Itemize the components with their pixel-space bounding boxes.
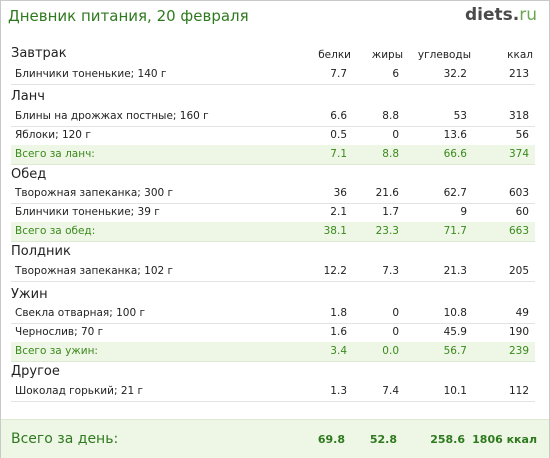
food-row: Чернослив; 70 г 1.6 0 45.9 190 (11, 323, 535, 343)
fat-value: 1.7 (382, 206, 399, 218)
fat-value: 7.4 (382, 385, 399, 397)
kcal-value: 239 (508, 345, 529, 357)
day-fat-value: 52.8 (369, 433, 397, 446)
logo-dot: . (512, 5, 520, 25)
meal-title: Обед (11, 167, 47, 182)
protein-value: 2.1 (330, 206, 347, 218)
day-total-row: Всего за день: 69.8 52.8 258.6 1806 ккал (1, 419, 549, 458)
carbs-value: 66.6 (443, 148, 467, 160)
protein-value: 7.1 (330, 148, 347, 160)
kcal-value: 112 (508, 385, 529, 397)
meal-title: Полдник (11, 244, 71, 259)
carbs-value: 10.1 (443, 385, 467, 397)
food-row: Творожная запеканка; 102 г 12.2 7.3 21.3… (11, 262, 535, 282)
day-protein-value: 69.8 (317, 433, 345, 446)
kcal-value: 49 (515, 307, 529, 319)
protein-value: 3.4 (330, 345, 347, 357)
column-kcal: ккал (507, 49, 533, 61)
fat-value: 23.3 (375, 225, 399, 237)
total-label: Всего за ужин: (15, 345, 98, 357)
day-carbs-value: 258.6 (430, 433, 465, 446)
column-fat: жиры (371, 49, 403, 61)
carbs-value: 56.7 (443, 345, 467, 357)
carbs-value: 62.7 (443, 187, 467, 199)
fat-value: 7.3 (382, 265, 399, 277)
meal-total-row: Всего за обед: 38.1 23.3 71.7 663 (11, 222, 535, 242)
kcal-value: 60 (515, 206, 529, 218)
logo-tld: ru (519, 5, 537, 25)
protein-value: 12.2 (323, 265, 347, 277)
total-label: Всего за обед: (15, 225, 96, 237)
kcal-value: 56 (515, 129, 529, 141)
carbs-value: 21.3 (443, 265, 467, 277)
meal-total-row: Всего за ужин: 3.4 0.0 56.7 239 (11, 342, 535, 362)
column-protein: белки (318, 49, 351, 61)
food-row: Блины на дрожжах постные; 160 г 6.6 8.8 … (11, 107, 535, 127)
kcal-value: 374 (508, 148, 529, 160)
fat-value: 0 (392, 129, 399, 141)
meal-title: Ланч (11, 89, 45, 104)
fat-value: 0 (392, 326, 399, 338)
carbs-value: 9 (460, 206, 467, 218)
protein-value: 1.3 (330, 385, 347, 397)
carbs-value: 45.9 (443, 326, 467, 338)
carbs-value: 71.7 (443, 225, 467, 237)
logo-main: diets (464, 5, 513, 25)
food-name: Творожная запеканка; 300 г (15, 187, 174, 199)
fat-value: 8.8 (382, 148, 399, 160)
kcal-value: 190 (508, 326, 529, 338)
kcal-value: 205 (508, 265, 529, 277)
food-row: Блинчики тоненькие; 39 г 2.1 1.7 9 60 (11, 203, 535, 223)
food-row: Блинчики тоненькие; 140 г 7.7 6 32.2 213 (11, 65, 535, 85)
protein-value: 0.5 (330, 129, 347, 141)
kcal-value: 318 (508, 110, 529, 122)
carbs-value: 53 (453, 110, 467, 122)
fat-value: 0 (392, 307, 399, 319)
carbs-value: 32.2 (443, 68, 467, 80)
total-label: Всего за ланч: (15, 148, 95, 160)
food-row: Яблоки; 120 г 0.5 0 13.6 56 (11, 126, 535, 146)
food-row: Творожная запеканка; 300 г 36 21.6 62.7 … (11, 184, 535, 204)
food-row: Шоколад горький; 21 г 1.3 7.4 10.1 112 (11, 382, 535, 402)
carbs-value: 10.8 (443, 307, 467, 319)
carbs-value: 13.6 (443, 129, 467, 141)
protein-value: 1.8 (330, 307, 347, 319)
food-name: Блинчики тоненькие; 140 г (15, 68, 167, 80)
fat-value: 8.8 (382, 110, 399, 122)
food-name: Творожная запеканка; 102 г (15, 265, 174, 277)
food-name: Блинчики тоненькие; 39 г (15, 206, 160, 218)
food-name: Блины на дрожжах постные; 160 г (15, 110, 209, 122)
meal-title: Другое (11, 364, 60, 379)
kcal-value: 663 (508, 225, 529, 237)
day-total-label: Всего за день: (11, 431, 119, 447)
fat-value: 0.0 (382, 345, 399, 357)
fat-value: 21.6 (375, 187, 399, 199)
food-name: Чернослив; 70 г (15, 326, 104, 338)
protein-value: 7.7 (330, 68, 347, 80)
page-title: Дневник питания, 20 февраля (8, 7, 249, 25)
day-kcal-value: 1806 ккал (472, 433, 537, 446)
kcal-value: 603 (508, 187, 529, 199)
meal-title: Ужин (11, 287, 48, 302)
diets-logo[interactable]: diets.ru (465, 5, 537, 25)
protein-value: 6.6 (330, 110, 347, 122)
protein-value: 1.6 (330, 326, 347, 338)
food-name: Шоколад горький; 21 г (15, 385, 144, 397)
protein-value: 38.1 (323, 225, 347, 237)
kcal-value: 213 (508, 68, 529, 80)
protein-value: 36 (333, 187, 347, 199)
meal-total-row: Всего за ланч: 7.1 8.8 66.6 374 (11, 145, 535, 165)
meal-title: Завтрак (11, 46, 67, 61)
food-name: Свекла отварная; 100 г (15, 307, 146, 319)
fat-value: 6 (392, 68, 399, 80)
food-name: Яблоки; 120 г (15, 129, 91, 141)
column-carbs: углеводы (417, 49, 471, 61)
food-row: Свекла отварная; 100 г 1.8 0 10.8 49 (11, 304, 535, 324)
